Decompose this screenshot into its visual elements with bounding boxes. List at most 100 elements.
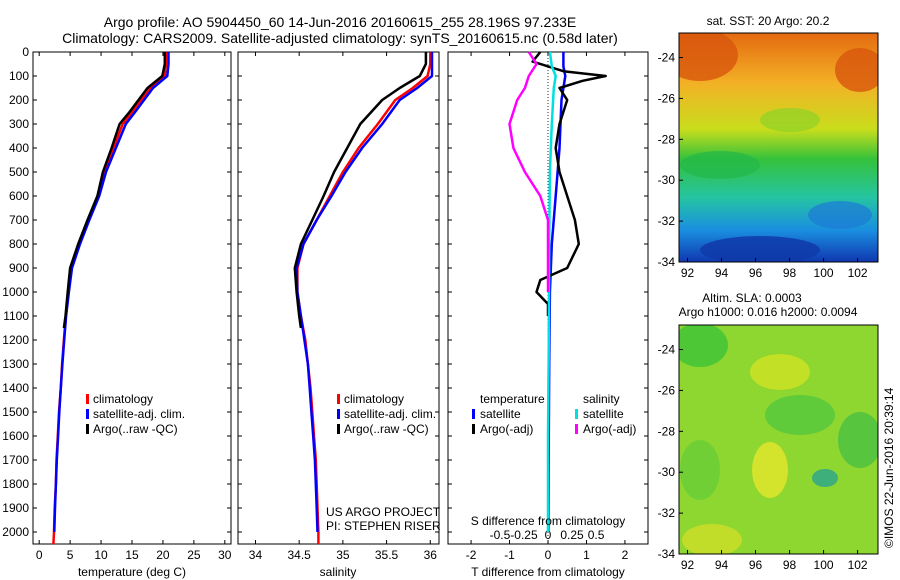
s-diff-tick-label: 0	[545, 528, 552, 542]
x-tick-label: 0	[36, 548, 43, 562]
sla-teal-patch	[812, 469, 838, 487]
s-diff-tick-label: -0.25	[510, 528, 538, 542]
legend-label-t-satellite: satellite	[480, 407, 521, 421]
temperature-depth-axis: 0 100 200 300 400 500 600 700 800 900 1000 1100 1200…	[2, 45, 231, 539]
lon-tick-label: 100	[814, 266, 834, 280]
depth-tick-label: 600	[9, 189, 29, 203]
salinity-series-group	[293, 52, 434, 544]
lat-tick-label: -24	[658, 51, 676, 65]
lat-tick-label: -32	[658, 506, 676, 520]
lon-tick-label: 92	[681, 266, 695, 280]
sst-map-axes: 92 94 96 98 100 102 -24 -26 -28 -30 -32 -34	[658, 51, 868, 280]
legend-swatch-climatology	[337, 394, 340, 404]
x-tick-label: 15	[125, 548, 139, 562]
lon-tick-label: 94	[715, 266, 729, 280]
lat-tick-label: -34	[658, 547, 676, 561]
sst-map-frame	[678, 32, 879, 263]
sst-green-patch	[680, 151, 760, 179]
difference-series-group	[508, 51, 607, 533]
series-line-argo	[62, 52, 167, 329]
sla-green-patch	[838, 412, 878, 468]
depth-tick-label: 700	[9, 213, 29, 227]
difference-legend: temperature salinity satellite Argo(-adj…	[472, 392, 636, 436]
series-line-argo	[293, 52, 428, 329]
lon-tick-label: 96	[749, 558, 763, 572]
sla-green-patch	[679, 325, 728, 367]
temperature-panel: 0100200300400500600700800900100011001200…	[2, 45, 232, 579]
temperature-legend: climatology satellite-adj. clim. Argo(..…	[86, 392, 185, 436]
temperature-series-group	[52, 52, 170, 545]
legend-header-salinity: salinity	[583, 392, 620, 406]
lat-tick-label: -30	[658, 465, 676, 479]
s-diff-tick-label: 0.5	[588, 528, 605, 542]
legend-label-s-satellite: satellite	[583, 407, 624, 421]
imos-credit: ©IMOS 22-Jun-2016 20:39:14	[882, 387, 896, 548]
lat-tick-label: -26	[658, 383, 676, 397]
x-tick-label: 20	[156, 548, 170, 562]
lat-tick-label: -24	[658, 343, 676, 357]
series-line-s-satellite	[546, 51, 557, 532]
legend-label-argo: Argo(..raw -QC)	[344, 422, 429, 436]
sst-warm-patch	[835, 48, 878, 92]
legend-label-satellite: satellite-adj. clim.	[344, 407, 436, 421]
lon-tick-label: 102	[848, 558, 868, 572]
x-tick-label: 1	[583, 548, 590, 562]
figure-title-line1: Argo profile: AO 5904450_60 14-Jun-2016 …	[103, 14, 577, 30]
lon-tick-label: 94	[715, 558, 729, 572]
legend-swatch-s-argo	[575, 424, 578, 434]
legend-label-climatology: climatology	[93, 392, 153, 406]
lon-tick-label: 92	[681, 558, 695, 572]
legend-swatch-climatology	[86, 394, 89, 404]
legend-label-t-argo: Argo(-adj)	[480, 422, 533, 436]
salinity-axes-frame	[237, 51, 440, 545]
x-tick-label: 30	[218, 548, 232, 562]
sla-map-frame	[678, 324, 879, 555]
s-diff-tick-label: 0.25	[560, 528, 584, 542]
legend-label-climatology: climatology	[344, 392, 404, 406]
lon-tick-label: 100	[814, 558, 834, 572]
x-tick-label: 0	[545, 548, 552, 562]
depth-tick-label: 1600	[2, 429, 29, 443]
lon-tick-label: 96	[749, 266, 763, 280]
legend-swatch-t-argo	[472, 424, 475, 434]
sla-yellow-patch	[752, 442, 788, 498]
sst-green-patch	[760, 108, 820, 132]
lat-tick-label: -30	[658, 173, 676, 187]
salinity-panel: 34 34.5 35 35.5 36 salinity climatology sate…	[237, 51, 441, 579]
lat-tick-label: -32	[658, 214, 676, 228]
sla-map-axes: 92 94 96 98 100 102 -24 -26 -28 -30 -32 -34	[658, 343, 868, 572]
sst-warm-patch	[679, 33, 738, 81]
x-tick-label: 34	[249, 548, 263, 562]
sst-cool-patch	[700, 236, 820, 262]
depth-tick-label: 1000	[2, 285, 29, 299]
sla-map-title: Altim. SLA: 0.0003	[702, 291, 802, 305]
legend-swatch-t-satellite	[472, 409, 475, 419]
depth-tick-label: 300	[9, 117, 29, 131]
depth-tick-label: 1900	[2, 501, 29, 515]
sla-map-panel: Altim. SLA: 0.0003 Argo h1000: 0.016 h20…	[658, 291, 879, 572]
x-tick-label: -2	[466, 548, 477, 562]
sla-yellow-patch	[682, 524, 742, 554]
x-tick-label: 5	[67, 548, 74, 562]
legend-swatch-s-satellite	[575, 409, 578, 419]
difference-depth-ticks	[448, 51, 648, 533]
legend-label-satellite: satellite-adj. clim.	[93, 407, 185, 421]
depth-tick-label: 1200	[2, 333, 29, 347]
x-tick-label: 34.5	[287, 548, 311, 562]
sst-cool-patch	[808, 201, 872, 229]
salinity-legend: climatology satellite-adj. clim. Argo(..…	[337, 392, 436, 436]
series-line-t-argo	[531, 51, 607, 316]
lon-tick-label: 102	[848, 266, 868, 280]
depth-tick-label: 1300	[2, 357, 29, 371]
legend-header-temperature: temperature	[480, 392, 545, 406]
lat-tick-label: -28	[658, 424, 676, 438]
temperature-x-axis: 0 5 10 15 20 25 30	[36, 52, 232, 562]
series-line-climatology	[296, 52, 432, 544]
depth-tick-label: 400	[9, 141, 29, 155]
legend-swatch-argo	[86, 424, 89, 434]
legend-swatch-satellite	[86, 409, 89, 419]
lat-tick-label: -28	[658, 132, 676, 146]
x-tick-label: 35.5	[375, 548, 399, 562]
series-line-climatology	[52, 52, 168, 545]
